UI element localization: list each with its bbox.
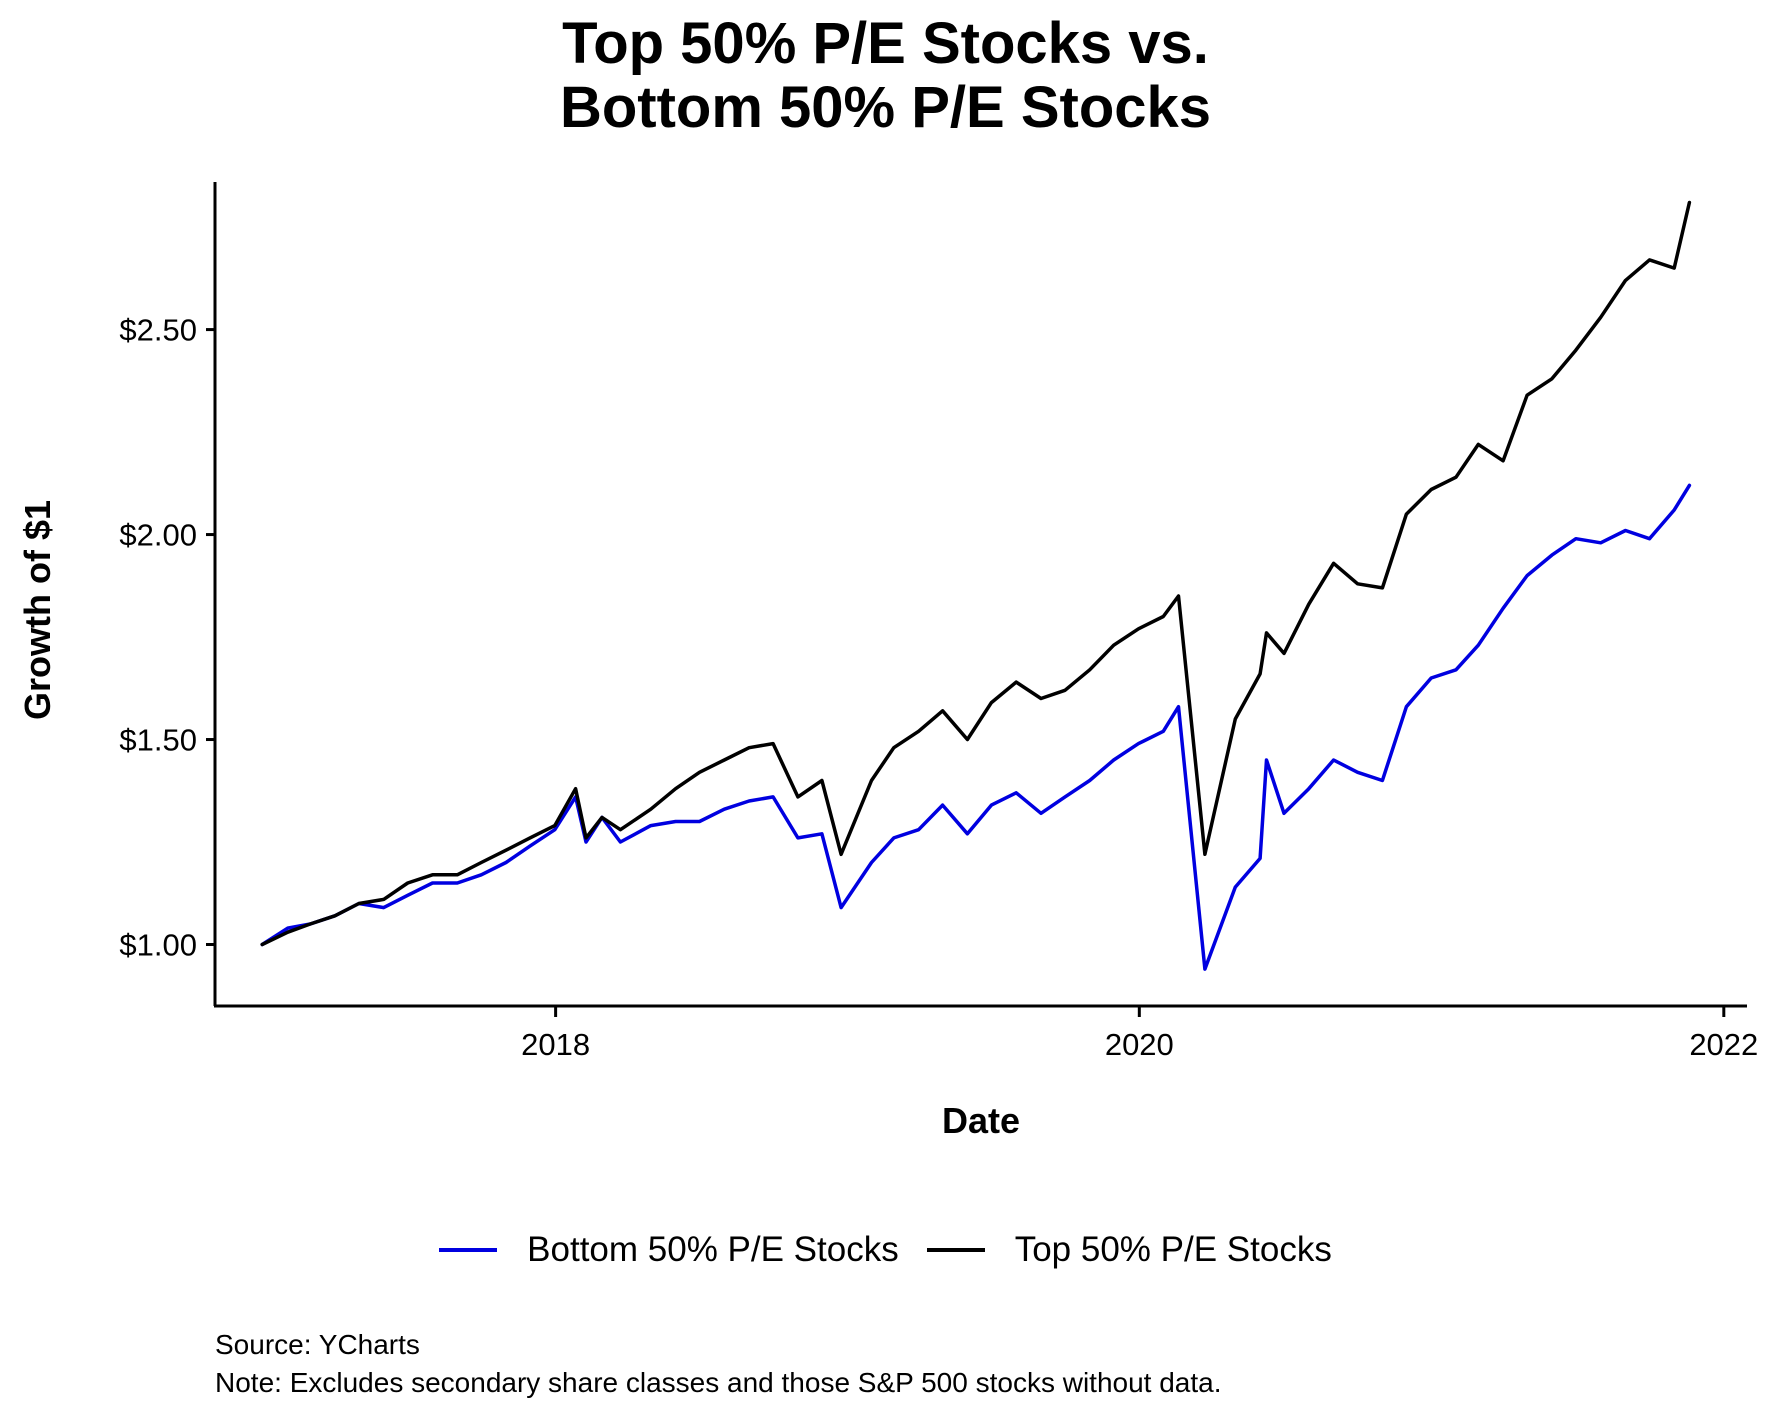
chart-title-line-1: Top 50% P/E Stocks vs. [562,11,1209,76]
y-tick-label: $1.50 [119,723,197,758]
x-tick-label: 2018 [521,1027,590,1062]
series-line-1 [260,200,1692,947]
axes [213,182,1747,1008]
source-text: Source: YCharts [215,1329,420,1360]
x-tick-label: 2022 [1689,1027,1758,1062]
y-tick-label: $1.00 [119,928,197,963]
legend-item-bottom-50[interactable]: Bottom 50% P/E Stocks [439,1230,899,1270]
legend-label-bottom-50: Bottom 50% P/E Stocks [527,1230,899,1269]
y-tick-label: $2.00 [119,518,197,553]
legend: Bottom 50% P/E Stocks Top 50% P/E Stocks [0,1230,1771,1270]
legend-key-top-50 [926,1248,985,1252]
legend-key-bottom-50 [439,1248,498,1252]
y-ticks: $1.00 $1.50 $2.00 $2.50 [119,313,215,963]
y-tick-label: $2.50 [119,313,197,348]
x-ticks: 2018 2020 2022 [521,1006,1758,1062]
footnote: Source: YCharts Note: Excludes secondary… [215,1326,1222,1402]
x-tick-label: 2020 [1105,1027,1174,1062]
legend-label-top-50: Top 50% P/E Stocks [1014,1230,1332,1269]
x-axis-title: Date [942,1100,1020,1141]
chart-title: Top 50% P/E Stocks vs. Bottom 50% P/E St… [0,12,1771,140]
note-text: Note: Excludes secondary share classes a… [215,1367,1222,1398]
series-line-0 [260,483,1692,971]
chart-title-line-2: Bottom 50% P/E Stocks [559,75,1212,140]
y-axis-title: Growth of $1 [17,500,58,720]
legend-item-top-50[interactable]: Top 50% P/E Stocks [926,1230,1332,1270]
plot-lines [260,200,1692,971]
